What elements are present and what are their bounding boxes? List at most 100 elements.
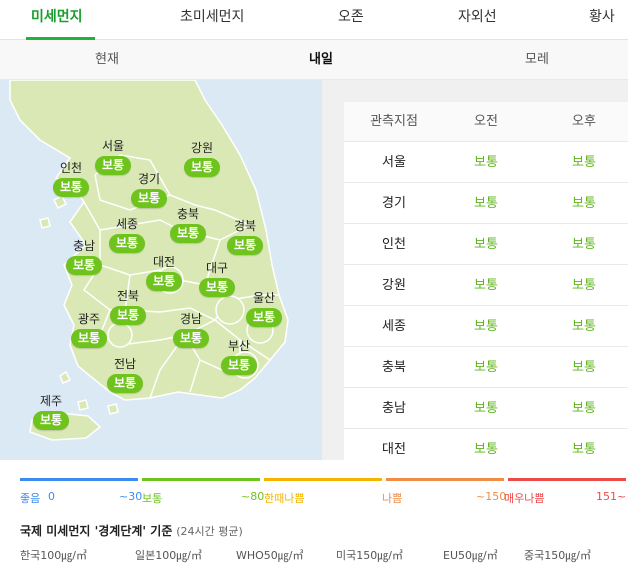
region-busan[interactable]: 부산 보통 xyxy=(221,338,258,375)
region-gyeongbuk[interactable]: 경북 보통 xyxy=(227,218,264,255)
forecast-table[interactable]: 관측지점 오전 오후 서울 보통 보통 경기 보통 보통 인천 보통 보통 강원… xyxy=(344,102,628,460)
standard-china: 중국150㎍/㎥ xyxy=(524,549,591,562)
header-site: 관측지점 xyxy=(370,114,418,129)
region-incheon[interactable]: 인천 보통 xyxy=(53,160,90,197)
dust-level-legend: 좋음 0 ~30 보통 ~80 한때나쁨 나쁨 ~150 매우나쁨 151~ xyxy=(20,478,626,508)
site-name: 대전 xyxy=(382,442,406,457)
legend-value-good-high: ~30 xyxy=(119,490,143,503)
subtab-day-after[interactable]: 모레 xyxy=(525,52,549,67)
site-name: 충북 xyxy=(382,360,406,375)
pm-status: 보통 xyxy=(572,196,596,211)
tab-yellow-dust[interactable]: 황사 xyxy=(589,9,615,25)
standard-korea: 한국100㎍/㎥ xyxy=(20,549,87,562)
region-daejeon[interactable]: 대전 보통 xyxy=(146,254,183,291)
am-status: 보통 xyxy=(474,360,498,375)
region-seoul[interactable]: 서울 보통 xyxy=(95,138,132,175)
pm-status: 보통 xyxy=(572,278,596,293)
status-badge: 보통 xyxy=(53,178,90,197)
legend-label-bad: 나쁨 xyxy=(382,492,403,505)
status-badge: 보통 xyxy=(71,329,108,348)
forecast-table-panel: 관측지점 오전 오후 서울 보통 보통 경기 보통 보통 인천 보통 보통 강원… xyxy=(322,80,628,460)
pm-status: 보통 xyxy=(572,401,596,416)
region-chungnam[interactable]: 충남 보통 xyxy=(66,238,103,275)
status-badge: 보통 xyxy=(221,356,258,375)
table-row: 충북 보통 보통 xyxy=(344,348,628,388)
pm-status: 보통 xyxy=(572,360,596,375)
region-gangwon[interactable]: 강원 보통 xyxy=(184,140,221,177)
subtab-tomorrow[interactable]: 내일 xyxy=(309,52,333,67)
status-badge: 보통 xyxy=(227,236,264,255)
legend-value-very-bad-high: 151~ xyxy=(596,490,627,503)
tab-uv[interactable]: 자외선 xyxy=(458,9,497,25)
am-status: 보통 xyxy=(474,319,498,334)
legend-value-bad-high: ~150 xyxy=(476,490,507,503)
status-badge: 보통 xyxy=(110,306,147,325)
legend-label-very-bad: 매우나쁨 xyxy=(504,492,545,505)
am-status: 보통 xyxy=(474,155,498,170)
day-tab-bar: 현재 내일 모레 xyxy=(0,40,628,80)
region-sejong[interactable]: 세종 보통 xyxy=(109,216,146,253)
top-tab-bar: 미세먼지 초미세먼지 오존 자외선 황사 xyxy=(0,0,628,40)
header-am: 오전 xyxy=(474,114,498,129)
legend-bar-bad xyxy=(386,478,504,481)
status-badge: 보통 xyxy=(184,158,221,177)
legend-label-temp-bad: 한때나쁨 xyxy=(264,492,305,505)
table-row: 강원 보통 보통 xyxy=(344,266,628,306)
region-gyeongnam[interactable]: 경남 보통 xyxy=(173,311,210,348)
table-row: 서울 보통 보통 xyxy=(344,143,628,183)
region-gwangju[interactable]: 광주 보통 xyxy=(71,311,108,348)
status-badge: 보통 xyxy=(107,374,144,393)
table-row: 세종 보통 보통 xyxy=(344,307,628,347)
standard-usa: 미국150㎍/㎥ xyxy=(336,549,403,562)
table-header: 관측지점 오전 오후 xyxy=(344,102,628,142)
standards-title: 국제 미세먼지 '경계단계' 기준 (24시간 평균) xyxy=(20,524,243,538)
site-name: 충남 xyxy=(382,401,406,416)
standard-japan: 일본100㎍/㎥ xyxy=(135,549,202,562)
table-row: 충남 보통 보통 xyxy=(344,389,628,429)
standard-eu: EU50㎍/㎥ xyxy=(443,549,498,562)
legend-bar-very-bad xyxy=(508,478,626,481)
header-pm: 오후 xyxy=(572,114,596,129)
status-badge: 보통 xyxy=(173,329,210,348)
pm-status: 보통 xyxy=(572,319,596,334)
status-badge: 보통 xyxy=(131,189,168,208)
am-status: 보통 xyxy=(474,196,498,211)
korea-map: 서울 보통 강원 보통 인천 보통 경기 보통 충북 보통 세종 보통 경북 보… xyxy=(0,80,322,460)
region-ulsan[interactable]: 울산 보통 xyxy=(246,290,283,327)
region-daegu[interactable]: 대구 보통 xyxy=(199,260,236,297)
region-jeju[interactable]: 제주 보통 xyxy=(33,393,70,430)
status-badge: 보통 xyxy=(170,224,207,243)
active-tab-indicator xyxy=(26,37,95,40)
standards-subtitle: (24시간 평균) xyxy=(176,525,243,538)
tab-fine-dust[interactable]: 미세먼지 xyxy=(31,9,83,25)
tab-ozone[interactable]: 오존 xyxy=(338,9,364,25)
am-status: 보통 xyxy=(474,401,498,416)
region-jeonnam[interactable]: 전남 보통 xyxy=(107,356,144,393)
status-badge: 보통 xyxy=(66,256,103,275)
site-name: 인천 xyxy=(382,237,406,252)
pm-status: 보통 xyxy=(572,155,596,170)
am-status: 보통 xyxy=(474,237,498,252)
legend-label-good: 좋음 xyxy=(20,492,41,505)
status-badge: 보통 xyxy=(33,411,70,430)
region-gyeonggi[interactable]: 경기 보통 xyxy=(131,171,168,208)
am-status: 보통 xyxy=(474,278,498,293)
site-name: 세종 xyxy=(382,319,406,334)
table-row: 인천 보통 보통 xyxy=(344,225,628,265)
table-row: 대전 보통 보통 xyxy=(344,430,628,460)
subtab-today[interactable]: 현재 xyxy=(95,52,119,67)
site-name: 강원 xyxy=(382,278,406,293)
legend-bar-good xyxy=(20,478,138,481)
region-jeonbuk[interactable]: 전북 보통 xyxy=(110,288,147,325)
pm-status: 보통 xyxy=(572,442,596,457)
legend-label-normal: 보통 xyxy=(142,492,163,505)
legend-bar-temp-bad xyxy=(264,478,382,481)
legend-value-normal-high: ~80 xyxy=(241,490,265,503)
tab-ultrafine-dust[interactable]: 초미세먼지 xyxy=(180,9,245,25)
region-chungbuk[interactable]: 충북 보통 xyxy=(170,206,207,243)
standard-who: WHO50㎍/㎥ xyxy=(236,549,304,562)
site-name: 서울 xyxy=(382,155,406,170)
status-badge: 보통 xyxy=(199,278,236,297)
pm-status: 보통 xyxy=(572,237,596,252)
legend-value-good-low: 0 xyxy=(48,490,55,503)
